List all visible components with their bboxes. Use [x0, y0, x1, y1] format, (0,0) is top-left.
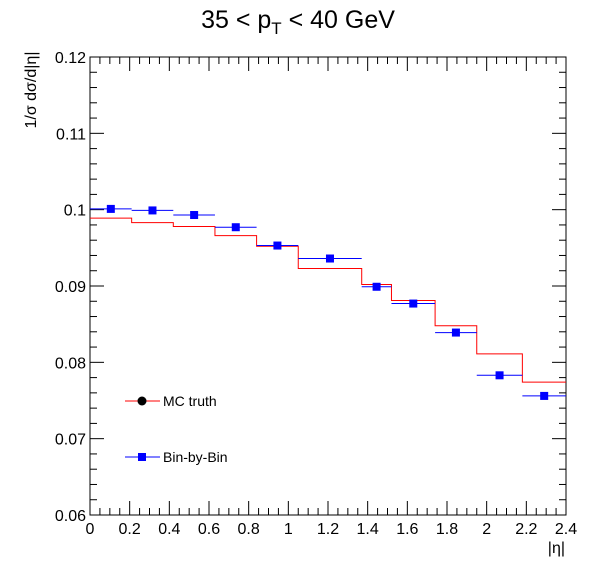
y-tick-label: 0.08	[55, 355, 86, 372]
x-tick-label: 1.2	[317, 521, 339, 538]
y-tick-label: 0.1	[64, 203, 86, 220]
legend-marker-circle	[137, 396, 147, 406]
axis-labels-layer: 0 0.2 0.4 0.6 0.8 1 1.2 1.4 1.6 1.8 2 2.2 2.4 0.06 0.0…	[55, 50, 577, 538]
bin-by-bin-point	[190, 211, 199, 220]
bin-by-bin-point	[540, 391, 549, 400]
mc-truth-step-line	[90, 217, 566, 383]
plot-frame	[89, 56, 567, 516]
bin-by-bin-point	[372, 282, 381, 291]
bin-by-bin-point	[325, 254, 334, 263]
plot-frame-layer	[89, 56, 567, 516]
y-tick-label: 0.12	[55, 50, 86, 67]
bin-by-bin-point	[231, 223, 240, 232]
bin-by-bin-markers-layer	[90, 204, 566, 400]
y-tick-label: 0.11	[56, 126, 86, 143]
x-tick-label: 1.8	[436, 521, 458, 538]
x-tick-label: 0	[86, 521, 95, 538]
chart-title: 35 < pT < 40 GeV	[0, 6, 596, 39]
x-tick-label: 1.4	[357, 521, 379, 538]
mc-truth-histogram-layer	[90, 217, 566, 383]
axis-ticks-layer	[89, 56, 567, 516]
y-tick-label: 0.06	[55, 508, 86, 525]
y-axis-label: 1/σ dσ/d|η|	[23, 52, 40, 129]
x-tick-label: 0.6	[198, 521, 220, 538]
bin-by-bin-point	[451, 328, 460, 337]
title-suffix: < 40 GeV	[281, 6, 395, 34]
title-prefix: 35 < p	[201, 6, 272, 34]
bin-by-bin-point	[495, 371, 504, 380]
y-tick-label: 0.09	[55, 279, 86, 296]
bin-by-bin-point	[409, 299, 418, 308]
x-tick-label: 0.2	[119, 521, 141, 538]
y-tick-label: 0.07	[55, 432, 86, 449]
x-tick-label: 1.6	[396, 521, 418, 538]
bin-by-bin-point	[273, 241, 282, 250]
bin-by-bin-point	[148, 206, 157, 215]
x-tick-label: 2	[482, 521, 491, 538]
legend-label: MC truth	[163, 393, 217, 409]
title-subscript: T	[271, 19, 282, 38]
legend-label: Bin-by-Bin	[163, 449, 228, 465]
x-tick-label: 2.2	[515, 521, 537, 538]
bin-by-bin-point	[106, 204, 115, 213]
legend: MC truth Bin-by-Bin	[125, 393, 228, 465]
x-axis-label: |η|	[548, 540, 565, 557]
legend-marker-square	[138, 453, 146, 461]
x-tick-label: 0.8	[238, 521, 260, 538]
x-tick-label: 1	[284, 521, 293, 538]
x-tick-label: 2.4	[555, 521, 577, 538]
x-tick-label: 0.4	[158, 521, 180, 538]
